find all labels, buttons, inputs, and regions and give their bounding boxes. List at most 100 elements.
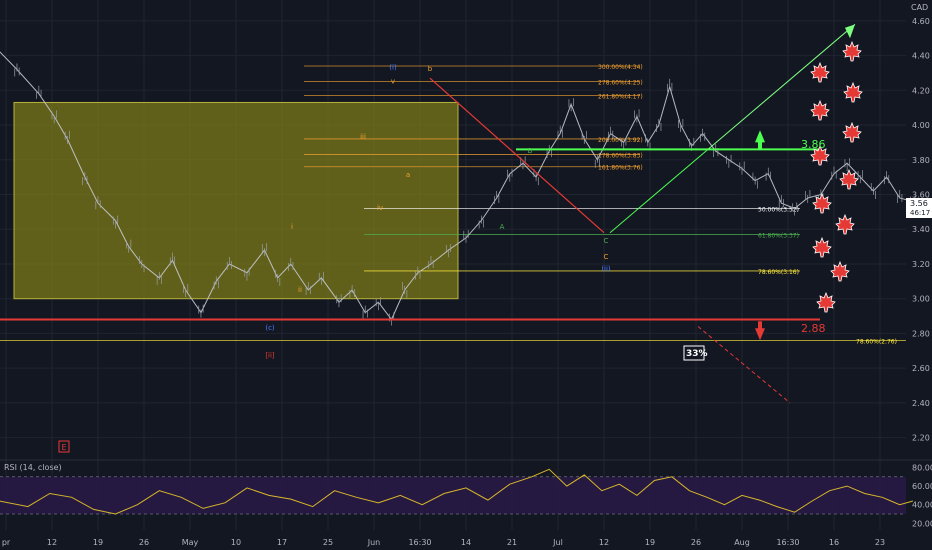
fib-label: 261.80%(4.17) xyxy=(598,94,643,101)
maple-leaf-shape xyxy=(810,61,830,83)
wave-label: b xyxy=(428,65,433,73)
wave-label: i xyxy=(291,223,293,231)
x-tick-label: 19 xyxy=(93,538,103,547)
price-series xyxy=(0,51,916,326)
percent-label: 33% xyxy=(686,349,708,359)
consolidation-rect xyxy=(13,101,459,300)
maple-leaf-icon xyxy=(812,236,832,258)
maple-leaf-shape xyxy=(843,81,863,103)
x-tick-label: 12 xyxy=(599,538,609,547)
wave-label: v xyxy=(391,77,395,85)
x-tick-label: May xyxy=(182,538,199,547)
y-tick-label: 2.40 xyxy=(912,399,930,408)
x-tick-label: 14 xyxy=(461,538,471,547)
rsi-tick-label: 40.00 xyxy=(912,501,932,510)
x-tick-label: Jul xyxy=(552,538,563,547)
rsi-band xyxy=(0,476,906,515)
wave-label: (ii) xyxy=(601,265,611,273)
x-tick-label: 10 xyxy=(231,538,241,547)
y-tick-label: 3.20 xyxy=(912,260,930,269)
x-tick-label: 25 xyxy=(323,538,333,547)
y-tick-label: 4.60 xyxy=(912,17,930,26)
x-tick-label: 26 xyxy=(691,538,701,547)
x-tick-label: 17 xyxy=(277,538,287,547)
wave-label: A xyxy=(500,223,505,231)
maple-leaf-shape xyxy=(812,236,832,258)
fib-label: 278.60%(4.25) xyxy=(598,80,643,87)
x-tick-label: 23 xyxy=(875,538,885,547)
wave-label: ii xyxy=(298,286,302,294)
maple-leaf-shape xyxy=(810,99,830,121)
maple-leaf-icon xyxy=(842,40,862,62)
maple-leaf-icon xyxy=(839,168,859,190)
percent-box xyxy=(683,345,705,361)
rsi-tick-label: 20.00 xyxy=(912,519,932,528)
rsi-tick-label: 60.00 xyxy=(912,482,932,491)
last-price-badge xyxy=(906,198,932,218)
y-tick-label: 3.40 xyxy=(912,225,930,234)
y-tick-label: 2.20 xyxy=(912,434,930,443)
maple-leaf-shape xyxy=(810,144,830,166)
down-arrow-icon xyxy=(755,321,765,341)
up-arrowhead xyxy=(845,24,855,39)
consolidation-box xyxy=(13,101,459,300)
up-arrow-icon xyxy=(755,130,765,150)
y-tick-label: 3.00 xyxy=(912,295,930,304)
event-marker-label: E xyxy=(62,443,67,452)
y-tick-label: 3.60 xyxy=(912,191,930,200)
maple-leaf-icon xyxy=(842,121,862,143)
maple-leaf-shape xyxy=(816,291,836,313)
down-channel xyxy=(429,77,605,234)
x-tick-label: 21 xyxy=(507,538,517,547)
x-tick-label: Aug xyxy=(734,538,750,547)
y-tick-label: 2.80 xyxy=(912,329,930,338)
rsi-tick-label: 80.00 xyxy=(912,463,932,472)
last-price: 3.56 xyxy=(910,199,928,208)
y-tick-label: 4.00 xyxy=(912,121,930,130)
maple-leaf-shape xyxy=(842,40,862,62)
overlays xyxy=(0,23,856,404)
x-tick-label: 12 xyxy=(47,538,57,547)
maple-leaf-icon xyxy=(843,81,863,103)
target-down-label: 2.88 xyxy=(801,322,826,335)
fib-label: 161.80%(3.76) xyxy=(598,165,643,172)
x-tick-label: 19 xyxy=(645,538,655,547)
maple-leaf-shape xyxy=(839,168,859,190)
event-marker xyxy=(58,440,70,453)
fib-label: 78.60%(3.16) xyxy=(758,269,799,276)
maple-leaf-shape xyxy=(835,213,855,235)
maple-leaf-icon xyxy=(816,291,836,313)
wave-label: iii xyxy=(360,133,366,141)
x-tick-label: Jun xyxy=(367,538,381,547)
x-tick-label: 16:30 xyxy=(776,538,799,547)
y-tick-label: 4.40 xyxy=(912,52,930,61)
wave-label: B xyxy=(528,147,533,155)
wave-label: iv xyxy=(377,204,383,212)
wave-label: a xyxy=(406,171,410,179)
fib-label: 300.00%(4.34) xyxy=(598,64,643,71)
wave-label: (i) xyxy=(389,63,397,71)
maple-leaf-icon xyxy=(835,213,855,235)
rsi-panel xyxy=(0,459,932,515)
maple-leaf-icon xyxy=(812,192,832,214)
wave-label: [ii] xyxy=(265,352,275,360)
x-tick-label: pr xyxy=(2,538,11,547)
up-leg-2 xyxy=(707,23,856,150)
x-tick-label: 16 xyxy=(829,538,839,547)
down-dash xyxy=(697,326,791,404)
axes: 2.20 2.40 2.60 2.80 3.00 3.20 3.40 3.60 3.80 4.00… xyxy=(2,17,932,547)
x-tick-label: 26 xyxy=(139,538,149,547)
wave-label: (c) xyxy=(265,324,275,332)
wave-label: C xyxy=(604,237,609,245)
maple-leaf-shape xyxy=(830,260,850,282)
maple-leaf-icon xyxy=(810,99,830,121)
maple-leaf-shape xyxy=(842,121,862,143)
x-tick-label: 16:30 xyxy=(408,538,431,547)
countdown: 46:17 xyxy=(910,209,930,217)
maple-leaf-icon xyxy=(810,61,830,83)
up-leg-1 xyxy=(609,148,709,234)
fib-label: 50.00%(3.52) xyxy=(758,206,799,213)
maple-leaves xyxy=(810,40,863,313)
y-tick-label: 3.80 xyxy=(912,156,930,165)
